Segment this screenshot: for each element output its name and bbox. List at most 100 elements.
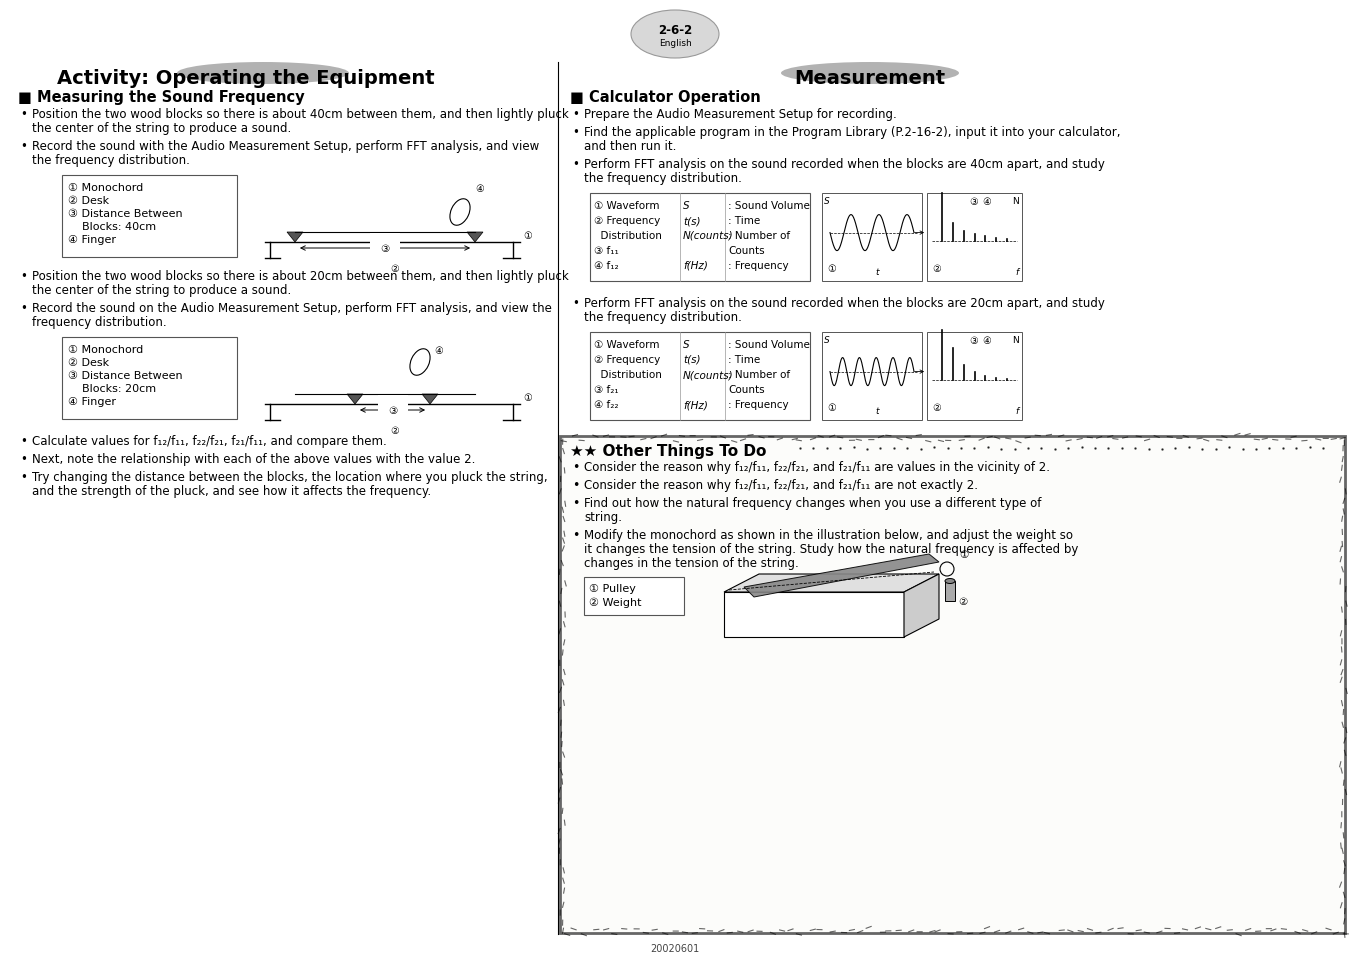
Polygon shape — [286, 233, 303, 243]
FancyBboxPatch shape — [821, 193, 921, 282]
FancyBboxPatch shape — [561, 436, 1346, 933]
Text: Consider the reason why f₁₂/f₁₁, f₂₂/f₂₁, and f₂₁/f₁₁ are values in the vicinity: Consider the reason why f₁₂/f₁₁, f₂₂/f₂₁… — [584, 460, 1050, 474]
Text: : Sound Volume: : Sound Volume — [728, 201, 809, 211]
Ellipse shape — [177, 63, 349, 85]
Polygon shape — [724, 593, 904, 638]
Text: ② Frequency: ② Frequency — [594, 355, 661, 365]
Text: ② Frequency: ② Frequency — [594, 215, 661, 226]
Text: frequency distribution.: frequency distribution. — [32, 315, 166, 329]
FancyBboxPatch shape — [821, 333, 921, 420]
Text: the frequency distribution.: the frequency distribution. — [584, 311, 742, 324]
Text: S: S — [684, 339, 689, 350]
Text: N: N — [1012, 335, 1019, 345]
Polygon shape — [904, 575, 939, 638]
Text: ④: ④ — [982, 335, 990, 346]
Text: ②: ② — [390, 426, 400, 436]
Text: and the strength of the pluck, and see how it affects the frequency.: and the strength of the pluck, and see h… — [32, 484, 431, 497]
Text: ② Weight: ② Weight — [589, 598, 642, 608]
Text: ④ f₂₂: ④ f₂₂ — [594, 399, 619, 410]
Polygon shape — [422, 395, 438, 405]
Text: ③: ③ — [969, 196, 978, 207]
Text: 2-6-2: 2-6-2 — [658, 24, 692, 36]
Text: ②: ② — [390, 264, 400, 274]
Text: Position the two wood blocks so there is about 20cm between them, and then light: Position the two wood blocks so there is… — [32, 270, 569, 283]
Text: string.: string. — [584, 511, 621, 523]
FancyBboxPatch shape — [927, 193, 1021, 282]
Text: ③ f₁₁: ③ f₁₁ — [594, 246, 619, 255]
Text: f: f — [1016, 268, 1019, 276]
Text: ① Pulley: ① Pulley — [589, 583, 636, 594]
Text: Consider the reason why f₁₂/f₁₁, f₂₂/f₂₁, and f₂₁/f₁₁ are not exactly 2.: Consider the reason why f₁₂/f₁₁, f₂₂/f₂₁… — [584, 478, 978, 492]
Polygon shape — [724, 575, 939, 593]
Text: Position the two wood blocks so there is about 40cm between them, and then light: Position the two wood blocks so there is… — [32, 108, 569, 121]
Text: Counts: Counts — [728, 246, 765, 255]
Text: •: • — [571, 108, 578, 121]
Text: S: S — [824, 335, 830, 345]
Text: •: • — [20, 435, 27, 448]
Text: ④ Finger: ④ Finger — [68, 396, 116, 407]
Text: ①: ① — [827, 264, 836, 274]
Text: •: • — [20, 471, 27, 483]
FancyBboxPatch shape — [590, 193, 811, 282]
Text: t: t — [875, 268, 878, 276]
Text: ② Desk: ② Desk — [68, 195, 109, 206]
Text: the center of the string to produce a sound.: the center of the string to produce a so… — [32, 284, 292, 296]
Text: Next, note the relationship with each of the above values with the value 2.: Next, note the relationship with each of… — [32, 453, 476, 465]
Text: ① Monochord: ① Monochord — [68, 345, 143, 355]
Text: Blocks: 20cm: Blocks: 20cm — [68, 384, 157, 394]
Text: N: N — [1012, 196, 1019, 206]
Bar — [944, 581, 955, 601]
Ellipse shape — [944, 578, 955, 584]
Text: •: • — [571, 126, 578, 139]
Text: Record the sound on the Audio Measurement Setup, perform FFT analysis, and view : Record the sound on the Audio Measuremen… — [32, 302, 551, 314]
Text: ③: ③ — [381, 244, 389, 253]
Text: ①: ① — [959, 550, 969, 559]
Text: Modify the monochord as shown in the illustration below, and adjust the weight s: Modify the monochord as shown in the ill… — [584, 529, 1073, 541]
Text: : Number of: : Number of — [728, 370, 790, 379]
Polygon shape — [744, 555, 939, 598]
Text: Perform FFT analysis on the sound recorded when the blocks are 40cm apart, and s: Perform FFT analysis on the sound record… — [584, 158, 1105, 171]
Ellipse shape — [450, 199, 470, 226]
Text: •: • — [571, 478, 580, 492]
Text: ■ Calculator Operation: ■ Calculator Operation — [570, 90, 761, 105]
Text: ② Desk: ② Desk — [68, 357, 109, 368]
Polygon shape — [467, 233, 484, 243]
FancyBboxPatch shape — [62, 337, 236, 419]
Text: N(counts): N(counts) — [684, 370, 734, 379]
Text: English: English — [659, 39, 692, 49]
Text: 20020601: 20020601 — [650, 943, 700, 953]
Text: ③ f₂₁: ③ f₂₁ — [594, 385, 619, 395]
Text: : Time: : Time — [728, 355, 761, 365]
Text: ③: ③ — [969, 335, 978, 346]
Text: Distribution: Distribution — [594, 370, 662, 379]
Text: t(s): t(s) — [684, 355, 701, 365]
Text: : Number of: : Number of — [728, 231, 790, 241]
Text: Record the sound with the Audio Measurement Setup, perform FFT analysis, and vie: Record the sound with the Audio Measurem… — [32, 140, 539, 152]
Text: •: • — [571, 460, 580, 474]
Text: ①: ① — [827, 402, 836, 413]
Text: ★★ Other Things To Do: ★★ Other Things To Do — [570, 443, 766, 458]
Ellipse shape — [781, 63, 959, 85]
Ellipse shape — [409, 350, 430, 375]
Text: ④: ④ — [476, 184, 484, 193]
Text: the center of the string to produce a sound.: the center of the string to produce a so… — [32, 122, 292, 135]
Text: it changes the tension of the string. Study how the natural frequency is affecte: it changes the tension of the string. St… — [584, 542, 1078, 556]
Text: ① Waveform: ① Waveform — [594, 201, 659, 211]
Text: •: • — [20, 140, 27, 152]
Text: Find the applicable program in the Program Library (P.2-16-2), input it into you: Find the applicable program in the Progr… — [584, 126, 1120, 139]
Text: ① Waveform: ① Waveform — [594, 339, 659, 350]
Text: Try changing the distance between the blocks, the location where you pluck the s: Try changing the distance between the bl… — [32, 471, 547, 483]
Text: ②: ② — [932, 264, 940, 274]
Text: Measurement: Measurement — [794, 69, 946, 88]
Text: S: S — [824, 196, 830, 206]
Text: the frequency distribution.: the frequency distribution. — [584, 172, 742, 185]
Text: Find out how the natural frequency changes when you use a different type of: Find out how the natural frequency chang… — [584, 497, 1042, 510]
Text: ③: ③ — [388, 406, 397, 416]
Text: and then run it.: and then run it. — [584, 140, 677, 152]
Polygon shape — [347, 395, 363, 405]
Text: ②: ② — [932, 402, 940, 413]
Ellipse shape — [631, 11, 719, 59]
Text: f: f — [1016, 407, 1019, 416]
Text: •: • — [20, 108, 27, 121]
Text: ②: ② — [958, 597, 967, 606]
